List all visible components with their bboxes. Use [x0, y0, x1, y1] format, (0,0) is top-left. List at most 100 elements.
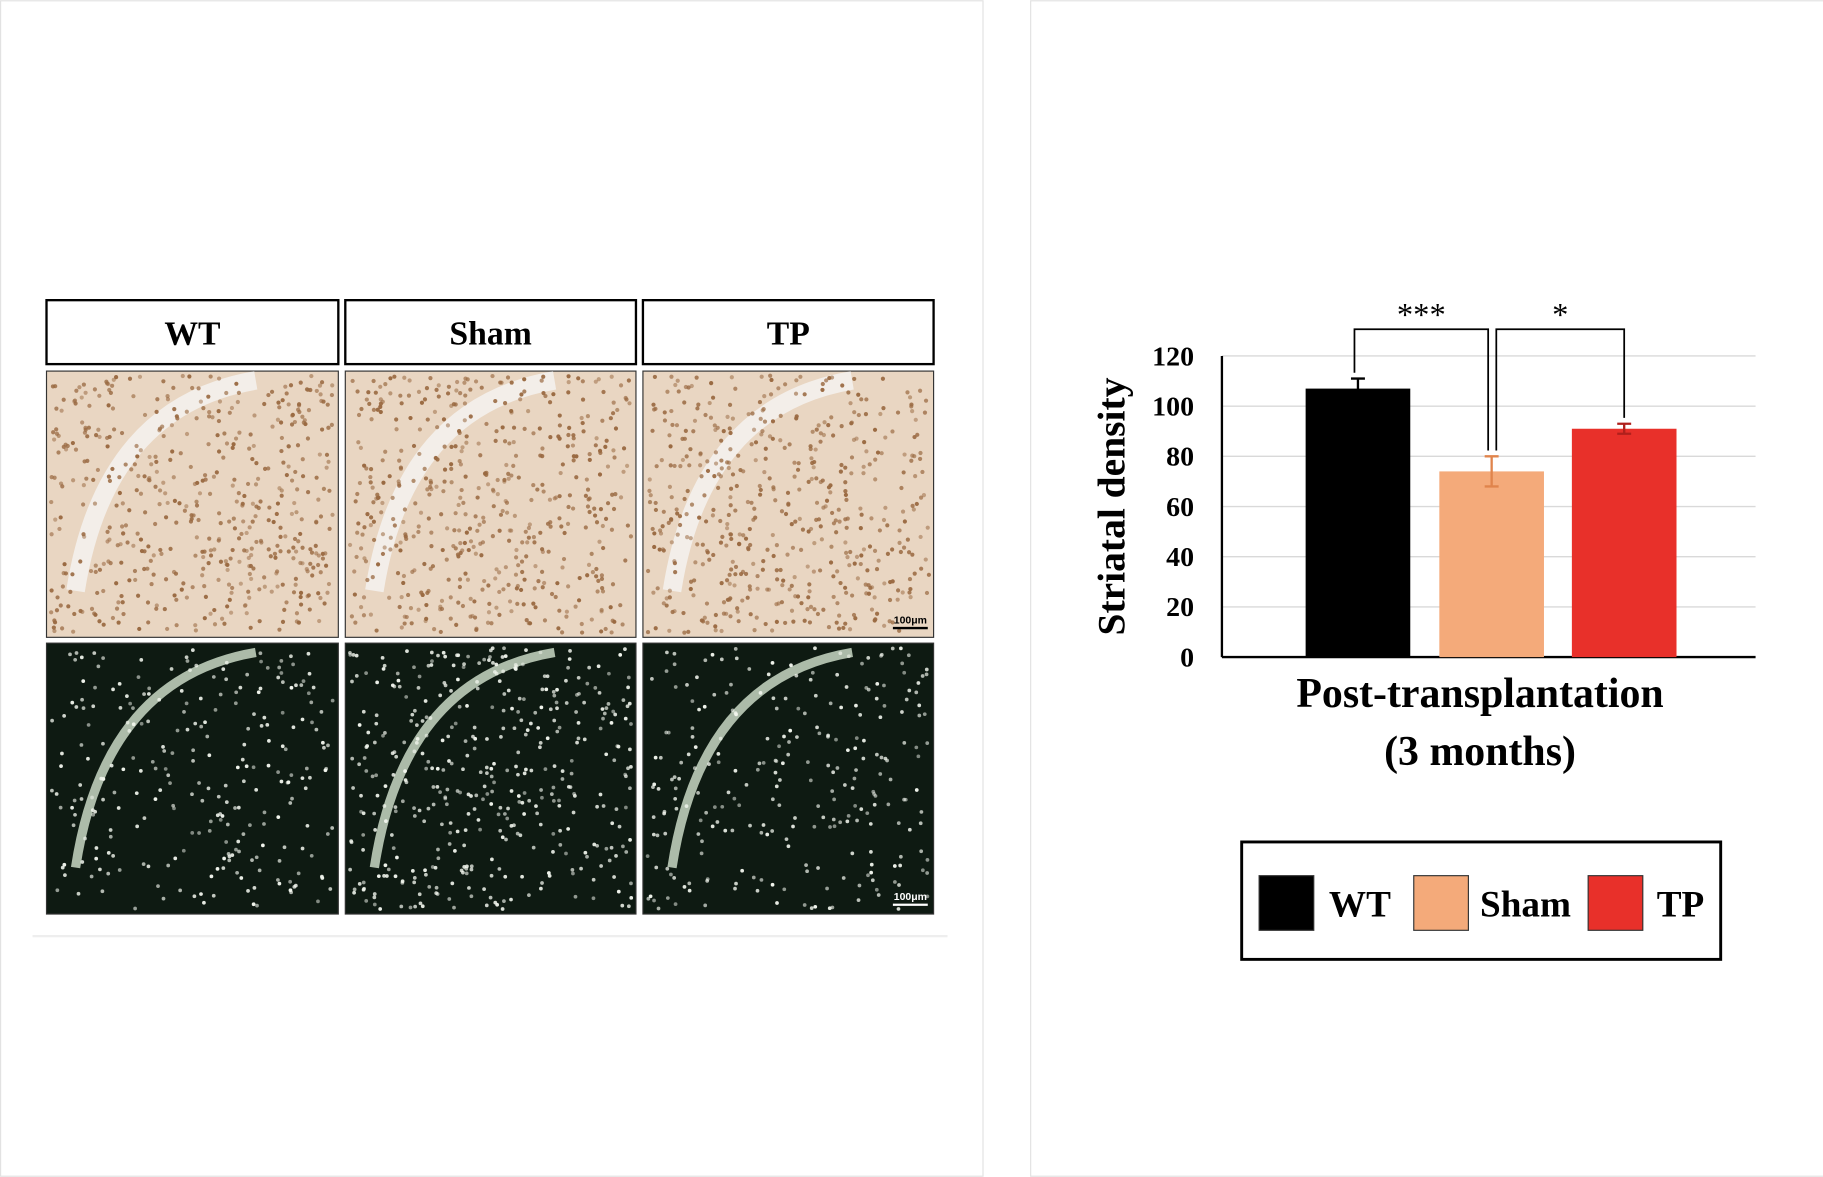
cell: [254, 539, 259, 545]
cell: [828, 825, 832, 829]
cell: [369, 515, 374, 520]
cell: [908, 595, 913, 600]
cell: [600, 586, 605, 591]
cell: [119, 593, 124, 599]
cell: [367, 401, 372, 406]
cell: [254, 461, 259, 466]
cell: [845, 819, 850, 824]
cell: [603, 626, 608, 632]
cell: [727, 402, 733, 407]
cell: [839, 424, 844, 429]
cell: [532, 540, 537, 545]
cell: [397, 604, 402, 610]
cell: [914, 501, 919, 507]
cell: [703, 519, 709, 524]
cell: [179, 689, 184, 693]
cell: [409, 719, 414, 723]
cell: [883, 505, 888, 510]
cell: [854, 736, 859, 741]
cell: [509, 897, 513, 902]
cell: [356, 440, 361, 445]
cell: [72, 398, 78, 403]
cell: [925, 741, 930, 746]
cell: [806, 595, 811, 600]
cell: [301, 420, 306, 425]
cell: [547, 874, 552, 878]
cell: [774, 543, 779, 548]
cell: [105, 529, 110, 534]
cell: [620, 622, 625, 627]
cell: [677, 522, 683, 528]
cell: [246, 589, 251, 594]
cell: [726, 512, 731, 518]
cell: [181, 581, 186, 586]
cell: [119, 430, 125, 436]
cell: [778, 567, 783, 573]
cell: [713, 450, 718, 455]
cell: [238, 685, 243, 690]
cell: [81, 502, 86, 507]
cell: [873, 457, 878, 462]
cell: [733, 886, 737, 891]
cell: [208, 819, 213, 824]
cell: [652, 531, 657, 536]
cell: [651, 590, 656, 595]
cell: [600, 418, 605, 423]
cell: [463, 512, 468, 517]
cell: [683, 384, 688, 390]
cell: [325, 402, 330, 407]
cell: [180, 373, 185, 379]
cell: [161, 896, 166, 901]
cell: [178, 888, 183, 893]
cell: [873, 617, 878, 622]
cell: [872, 595, 877, 600]
cell: [754, 615, 759, 620]
cell: [527, 798, 532, 803]
cell: [531, 482, 536, 488]
cell: [449, 466, 454, 471]
cell: [380, 532, 386, 537]
cell: [224, 840, 229, 844]
legend-label: WT: [1329, 884, 1391, 925]
cell: [545, 674, 550, 679]
cell: [522, 577, 527, 582]
cell: [50, 718, 54, 723]
cell: [212, 607, 217, 613]
cell: [509, 473, 514, 478]
cell: [838, 820, 843, 825]
cell: [489, 621, 494, 626]
cell: [617, 824, 622, 829]
cell: [522, 377, 527, 382]
cell: [105, 435, 110, 441]
cell: [730, 559, 735, 564]
cell: [114, 606, 120, 611]
cell: [198, 399, 203, 404]
cell: [626, 685, 630, 690]
cell: [275, 584, 280, 589]
cell: [552, 718, 557, 723]
cell: [368, 612, 374, 617]
cell: [147, 692, 151, 696]
cell: [698, 818, 703, 823]
cell: [548, 435, 553, 440]
cell: [850, 786, 855, 790]
cell: [669, 872, 673, 877]
cell: [713, 612, 718, 618]
cell: [822, 420, 827, 425]
cell: [502, 646, 506, 651]
cell: [58, 805, 63, 810]
cell: [317, 383, 323, 388]
cell: [592, 513, 598, 518]
cell: [91, 812, 96, 817]
cell: [154, 459, 159, 465]
cell: [420, 592, 425, 598]
cell: [585, 414, 590, 419]
cell: [651, 815, 656, 819]
cell: [50, 788, 54, 793]
cell: [321, 486, 327, 491]
cell: [106, 871, 111, 876]
cell: [291, 590, 297, 595]
cell: [364, 466, 369, 471]
cell: [600, 707, 605, 711]
cell: [518, 587, 524, 593]
